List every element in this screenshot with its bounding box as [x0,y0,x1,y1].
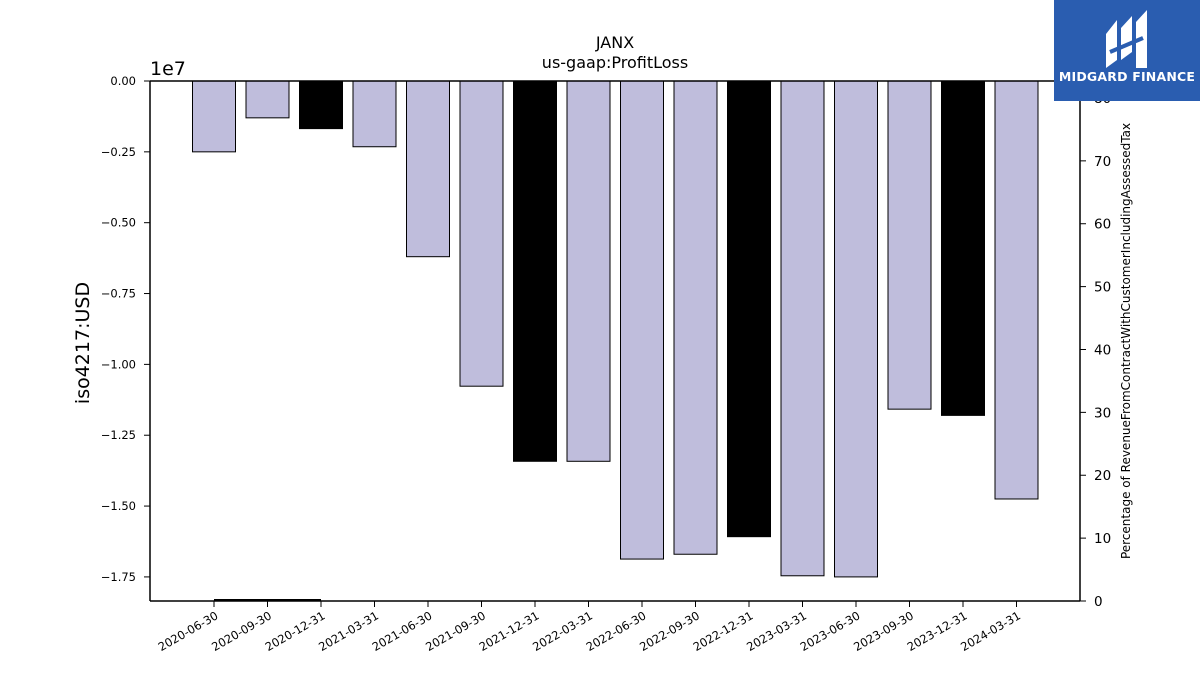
y-tick-label: −0.75 [101,287,136,301]
bar-2023-03-31 [780,80,825,577]
y2-axis-label: Percentage of RevenueFromContractWithCus… [1119,123,1133,559]
x-tick-label: 2024-03-31 [958,608,1023,654]
bar-series [192,80,1039,578]
bar-2023-06-30 [834,80,878,578]
x-tick-label: 2021-06-30 [370,608,435,654]
bar-2021-09-30 [459,80,504,387]
bar-2020-09-30 [245,80,290,119]
y2-tick-label: 20 [1094,468,1111,484]
bar-2022-06-30 [620,80,664,560]
chart-subtitle: us-gaap:ProfitLoss [542,53,688,72]
x-tick-label: 2023-03-31 [744,608,809,654]
y2-tick-label: 0 [1094,594,1103,610]
y-tick-label: −1.25 [101,428,136,442]
y2-tick-label: 10 [1094,531,1111,547]
y-tick-label: −0.50 [101,216,136,230]
x-tick-label: 2020-09-30 [209,608,274,654]
y-axis-offset-label: 1e7 [150,58,186,80]
x-tick-label: 2022-03-31 [530,608,595,654]
chart-title: JANX [595,33,634,52]
y-tick-label: 0.00 [110,74,136,88]
y-tick-label: −1.50 [101,499,136,513]
y2-tick-label: 30 [1094,405,1111,421]
bar-2022-12-31 [727,80,771,538]
bar-2024-03-31 [994,80,1039,500]
y-tick-label: −1.75 [101,570,136,584]
y-tick-label: −1.00 [101,357,136,371]
y-axis-label: iso4217:USD [72,282,94,404]
bar-2023-09-30 [887,80,932,410]
bar-2021-03-31 [352,80,397,148]
brand-name: MIDGARD FINANCE [1058,69,1196,84]
x-tick-label: 2022-06-30 [584,608,649,654]
x-tick-label: 2022-12-31 [691,608,756,654]
y2-tick-label: 70 [1094,154,1111,170]
bar-2020-12-31 [299,80,343,130]
x-tick-label: 2021-09-30 [423,608,488,654]
bar-2023-12-31 [941,80,985,416]
y2-tick-label: 60 [1094,217,1111,233]
bar-2021-12-31 [513,80,557,462]
x-tick-label: 2020-12-31 [263,608,328,654]
x-tick-label: 2021-03-31 [316,608,381,654]
x-tick-label: 2023-06-30 [798,608,863,654]
y2-tick-label: 40 [1094,342,1111,358]
x-tick-label: 2023-09-30 [851,608,916,654]
x-tick-label: 2023-12-31 [905,608,970,654]
y2-tick-label: 50 [1094,280,1111,296]
x-tick-label: 2021-12-31 [477,608,542,654]
bar-2022-09-30 [673,80,718,555]
midgard-logo-icon [1106,10,1147,68]
y-tick-label: −0.25 [101,145,136,159]
bar-2021-06-30 [406,80,450,258]
x-tick-label: 2022-09-30 [637,608,702,654]
brand-logo: MIDGARD FINANCE [1054,0,1200,101]
bar-2022-03-31 [566,80,611,462]
bar-2020-06-30 [192,80,236,153]
x-tick-label: 2020-06-30 [156,608,221,654]
